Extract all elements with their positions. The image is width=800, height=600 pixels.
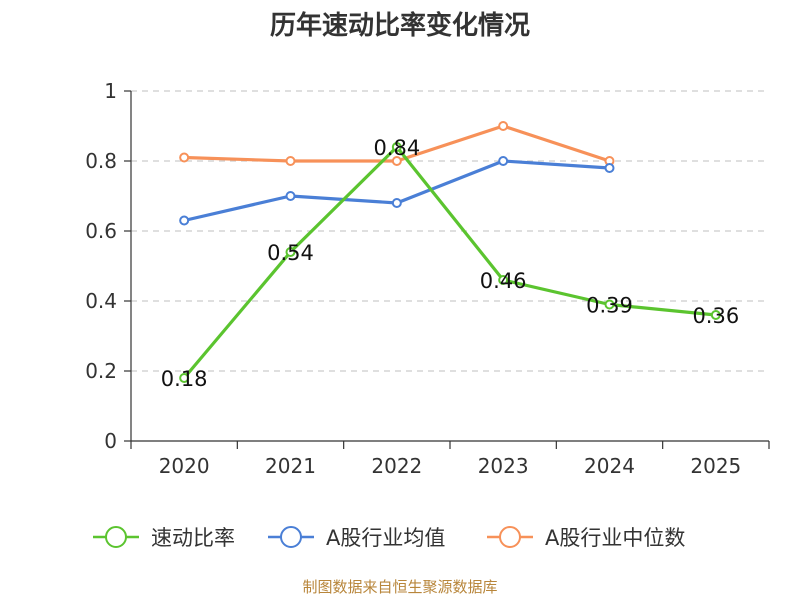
y-axis-ticks: 0 0.2 0.4 0.6 0.8 1 <box>85 79 117 453</box>
data-point[interactable] <box>604 299 615 310</box>
data-point[interactable] <box>179 373 190 383</box>
series-line-1 <box>182 159 612 223</box>
data-point[interactable] <box>604 163 615 173</box>
legend-item[interactable]: 速动比率 <box>93 526 235 550</box>
x-tick-label: 2021 <box>265 454 316 478</box>
data-label: 0.18 <box>161 367 208 391</box>
data-point[interactable] <box>391 142 402 152</box>
y-tick-label: 0 <box>104 429 117 453</box>
y-tick-label: 0.4 <box>85 289 117 313</box>
chart-title: 历年速动比率变化情况 <box>270 10 530 41</box>
axes <box>124 90 770 449</box>
data-label: 0.54 <box>267 241 314 265</box>
legend-item[interactable]: A股行业均值 <box>268 526 445 550</box>
legend-marker <box>105 526 127 548</box>
legend[interactable]: 速动比率 A股行业均值 A股行业中位数 <box>93 526 685 550</box>
data-point[interactable] <box>179 152 190 163</box>
data-point[interactable] <box>285 247 296 257</box>
data-point[interactable] <box>391 156 402 166</box>
data-point[interactable] <box>179 215 190 226</box>
legend-marker <box>499 526 521 548</box>
legend-label: A股行业中位数 <box>545 526 685 550</box>
data-point[interactable] <box>498 275 509 285</box>
y-tick-label: 0.2 <box>85 359 117 383</box>
legend-label: A股行业均值 <box>326 526 445 550</box>
data-labels: 0.18 0.54 0.84 0.46 0.39 0.36 <box>161 136 739 391</box>
legend-item[interactable]: A股行业中位数 <box>487 526 685 550</box>
legend-marker <box>280 526 302 548</box>
data-label: 0.46 <box>480 269 527 293</box>
data-point[interactable] <box>710 310 721 320</box>
x-tick-label: 2024 <box>584 454 635 478</box>
source-note: 制图数据来自恒生聚源数据库 <box>302 578 497 596</box>
data-point[interactable] <box>498 121 509 131</box>
x-axis-ticks: 2020 2021 2022 2023 2024 2025 <box>159 454 742 478</box>
x-tick-label: 2020 <box>159 454 210 478</box>
data-point[interactable] <box>285 191 296 201</box>
data-label: 0.84 <box>373 136 420 160</box>
y-tick-label: 0.8 <box>85 149 117 173</box>
legend-label: 速动比率 <box>151 526 235 550</box>
data-point[interactable] <box>391 198 402 208</box>
data-label: 0.39 <box>586 294 633 318</box>
y-tick-label: 1 <box>104 79 117 103</box>
series-lines <box>182 124 718 380</box>
y-tick-label: 0.6 <box>85 219 117 243</box>
grid-lines <box>131 90 769 372</box>
data-point[interactable] <box>498 156 509 166</box>
data-label: 0.36 <box>692 304 739 328</box>
series-line-0 <box>182 145 718 380</box>
x-tick-label: 2023 <box>478 454 529 478</box>
series-points <box>179 121 721 383</box>
data-point[interactable] <box>285 156 296 166</box>
x-tick-label: 2025 <box>690 454 741 478</box>
x-tick-label: 2022 <box>371 454 422 478</box>
